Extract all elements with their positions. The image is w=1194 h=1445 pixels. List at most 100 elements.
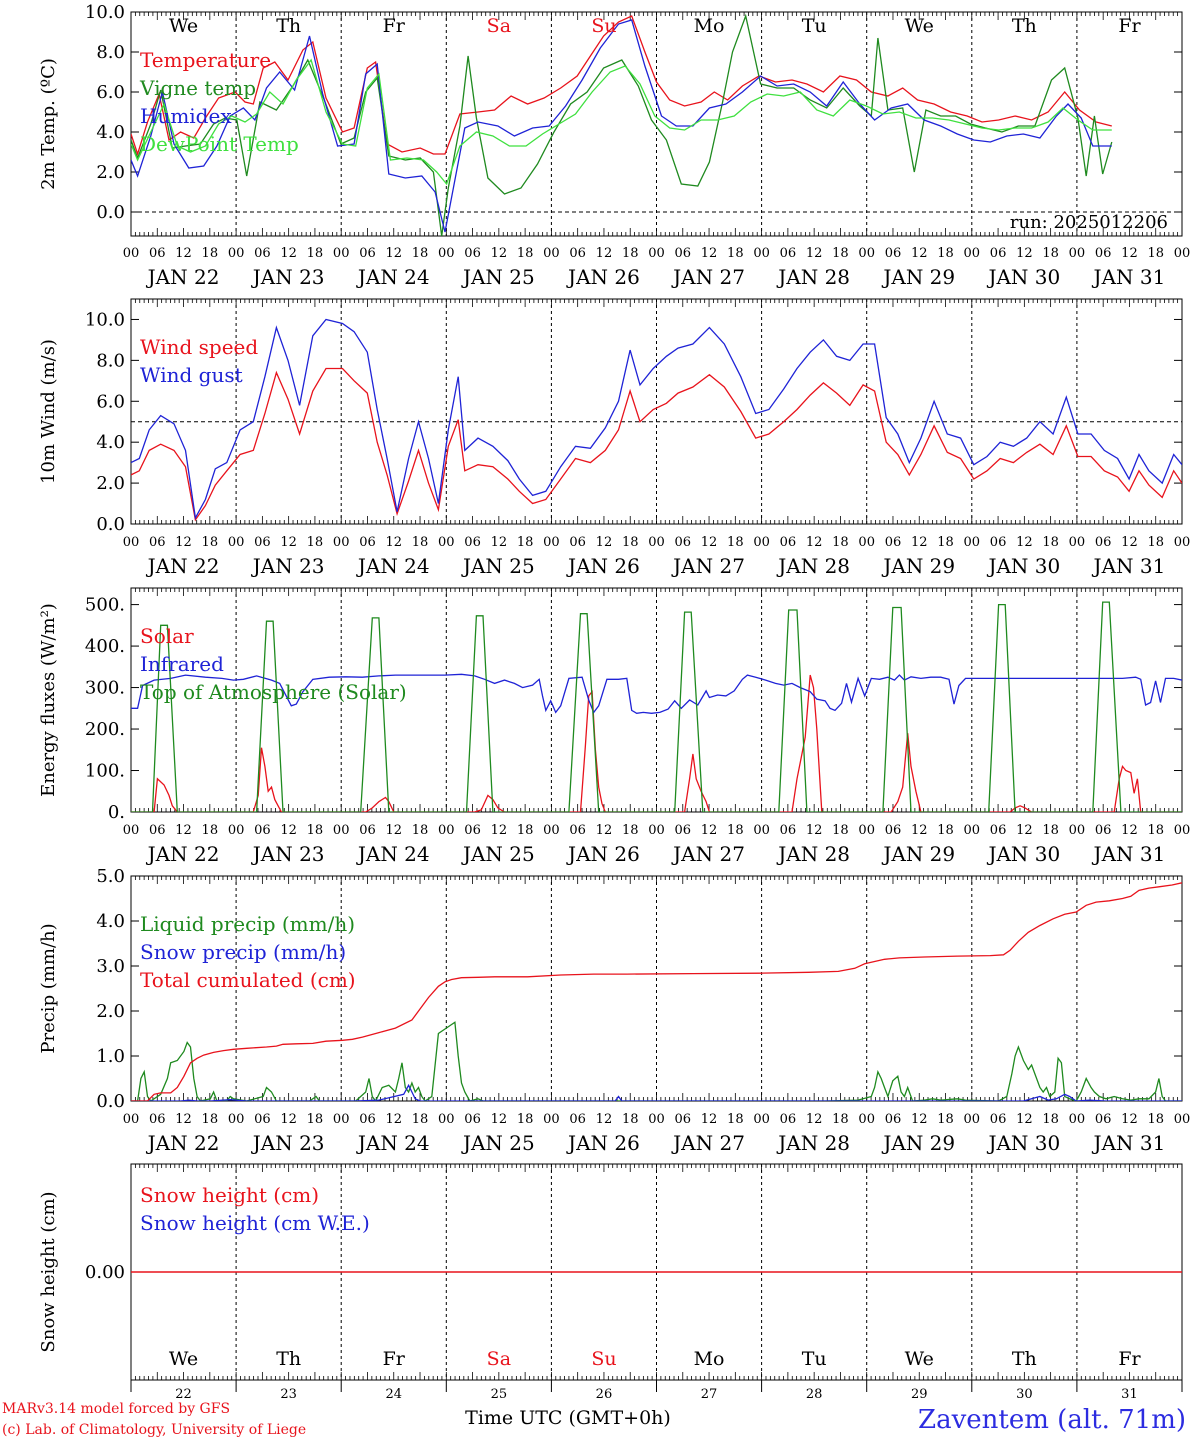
weekday-label: Fr: [383, 1348, 406, 1370]
hour-tick-label: 00: [228, 1112, 245, 1127]
date-label: JAN 28: [776, 1131, 850, 1155]
y-tick-label: 100.: [85, 761, 125, 782]
date-label: JAN 23: [251, 265, 325, 289]
hour-tick-label: 06: [990, 535, 1007, 550]
hour-tick-label: 00: [1174, 535, 1191, 550]
hour-tick-label: 00: [438, 246, 455, 261]
date-label: JAN 25: [461, 265, 535, 289]
y-tick-label: 4.0: [96, 122, 125, 143]
weekday-label: Fr: [1118, 15, 1141, 37]
hour-tick-label: 06: [254, 535, 271, 550]
date-label: JAN 27: [671, 554, 745, 578]
hour-tick-label: 18: [412, 1112, 429, 1127]
date-label: JAN 27: [671, 265, 745, 289]
legend-label: Vigne temp: [139, 76, 256, 100]
date-label: JAN 25: [461, 554, 535, 578]
legend-label: Humidex: [140, 104, 232, 128]
date-label: JAN 25: [461, 842, 535, 866]
hour-tick-label: 18: [622, 823, 639, 838]
hour-tick-label: 00: [438, 535, 455, 550]
hour-tick-label: 00: [333, 1112, 350, 1127]
hour-tick-label: 06: [990, 1112, 1007, 1127]
hour-tick-label: 18: [517, 823, 534, 838]
weekday-label: Th: [1012, 1348, 1037, 1370]
hour-tick-label: 00: [543, 535, 560, 550]
day-number-label: 26: [596, 1387, 613, 1402]
hour-tick-label: 18: [202, 246, 219, 261]
hour-tick-label: 18: [1042, 535, 1059, 550]
hour-tick-label: 18: [1042, 1112, 1059, 1127]
hour-tick-label: 00: [123, 823, 140, 838]
y-tick-label: 0.: [108, 802, 125, 823]
y-tick-label: 3.0: [96, 956, 125, 977]
hour-tick-label: 00: [648, 535, 665, 550]
hour-tick-label: 18: [307, 1112, 324, 1127]
legend-label: Top of Atmosphere (Solar): [140, 680, 407, 704]
hour-tick-label: 00: [438, 823, 455, 838]
hour-tick-label: 12: [175, 535, 192, 550]
hour-tick-label: 00: [228, 535, 245, 550]
hour-tick-label: 12: [280, 535, 297, 550]
hour-tick-label: 00: [543, 823, 560, 838]
hour-tick-label: 12: [911, 823, 928, 838]
weekday-label: Th: [1012, 15, 1037, 37]
hour-tick-label: 18: [937, 246, 954, 261]
hour-tick-label: 06: [464, 535, 481, 550]
day-number-label: 24: [385, 1387, 402, 1402]
hour-tick-label: 00: [1069, 535, 1086, 550]
hour-tick-label: 18: [832, 246, 849, 261]
day-number-label: 22: [175, 1387, 192, 1402]
series-line-infrared: [131, 673, 1182, 714]
hour-tick-label: 06: [675, 246, 692, 261]
y-axis-label: Precip (mm/h): [38, 923, 59, 1053]
y-tick-label: 1.0: [96, 1046, 125, 1067]
hour-tick-label: 12: [175, 823, 192, 838]
weekday-label: Su: [591, 15, 616, 37]
hour-tick-label: 12: [491, 823, 508, 838]
series-line-temperature: [131, 15, 1112, 157]
hour-tick-label: 06: [464, 1112, 481, 1127]
hour-tick-label: 06: [885, 246, 902, 261]
y-tick-label: 400.: [85, 636, 125, 657]
hour-tick-label: 18: [727, 246, 744, 261]
y-tick-label: 8.0: [96, 42, 125, 63]
date-label: JAN 27: [671, 842, 745, 866]
hour-tick-label: 00: [1069, 823, 1086, 838]
y-axis-label: Energy fluxes (W/m²): [38, 603, 59, 797]
hour-tick-label: 18: [412, 535, 429, 550]
date-label: JAN 22: [146, 265, 220, 289]
hour-tick-label: 00: [333, 823, 350, 838]
legend-label: Snow height (cm): [140, 1183, 319, 1207]
hour-tick-label: 18: [412, 246, 429, 261]
hour-tick-label: 00: [543, 1112, 560, 1127]
hour-tick-label: 06: [885, 1112, 902, 1127]
hour-tick-label: 12: [1016, 246, 1033, 261]
hour-tick-label: 06: [569, 246, 586, 261]
hour-tick-label: 00: [858, 823, 875, 838]
hour-tick-label: 06: [780, 535, 797, 550]
hour-tick-label: 12: [596, 246, 613, 261]
hour-tick-label: 00: [123, 246, 140, 261]
date-label: JAN 28: [776, 842, 850, 866]
hour-tick-label: 18: [1042, 823, 1059, 838]
date-label: JAN 23: [251, 842, 325, 866]
date-label: JAN 30: [986, 842, 1060, 866]
hour-tick-label: 18: [727, 823, 744, 838]
hour-tick-label: 12: [596, 823, 613, 838]
date-label: JAN 24: [356, 842, 430, 866]
hour-tick-label: 00: [543, 246, 560, 261]
hour-tick-label: 18: [202, 1112, 219, 1127]
date-label: JAN 26: [566, 1131, 640, 1155]
date-label: JAN 29: [881, 1131, 955, 1155]
series-line-snow-precip-mm-h-: [131, 1083, 1182, 1101]
hour-tick-label: 00: [964, 246, 981, 261]
y-tick-label: 2.0: [96, 162, 125, 183]
hour-tick-label: 00: [964, 535, 981, 550]
hour-tick-label: 00: [964, 1112, 981, 1127]
hour-tick-label: 12: [806, 823, 823, 838]
day-number-label: 23: [280, 1387, 297, 1402]
hour-tick-label: 12: [1121, 246, 1138, 261]
hour-tick-label: 00: [333, 246, 350, 261]
